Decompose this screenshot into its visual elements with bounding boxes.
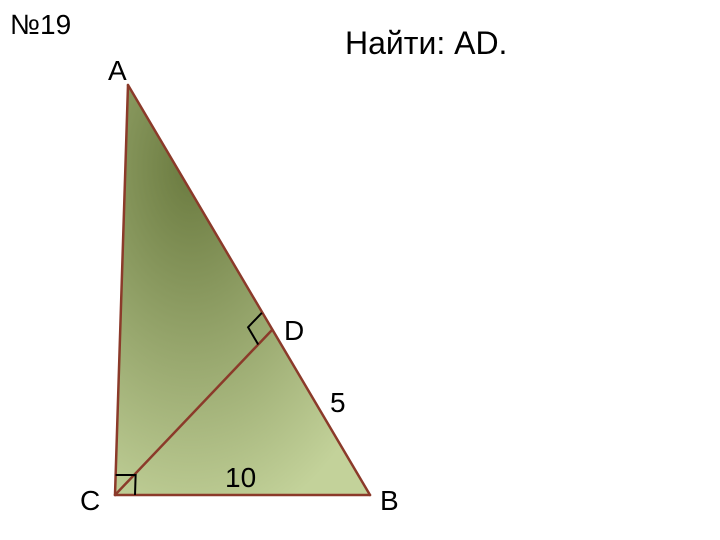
side-label-cb: 10 <box>225 462 256 494</box>
vertex-label-c: С <box>80 485 100 517</box>
side-label-db: 5 <box>330 387 346 419</box>
problem-number: №19 <box>10 10 60 41</box>
triangle-acb <box>115 85 370 495</box>
vertex-label-b: В <box>380 485 399 517</box>
vertex-label-d: D <box>284 315 304 347</box>
vertex-label-a: А <box>108 55 127 87</box>
task-text: Найти: АD. <box>345 25 507 62</box>
